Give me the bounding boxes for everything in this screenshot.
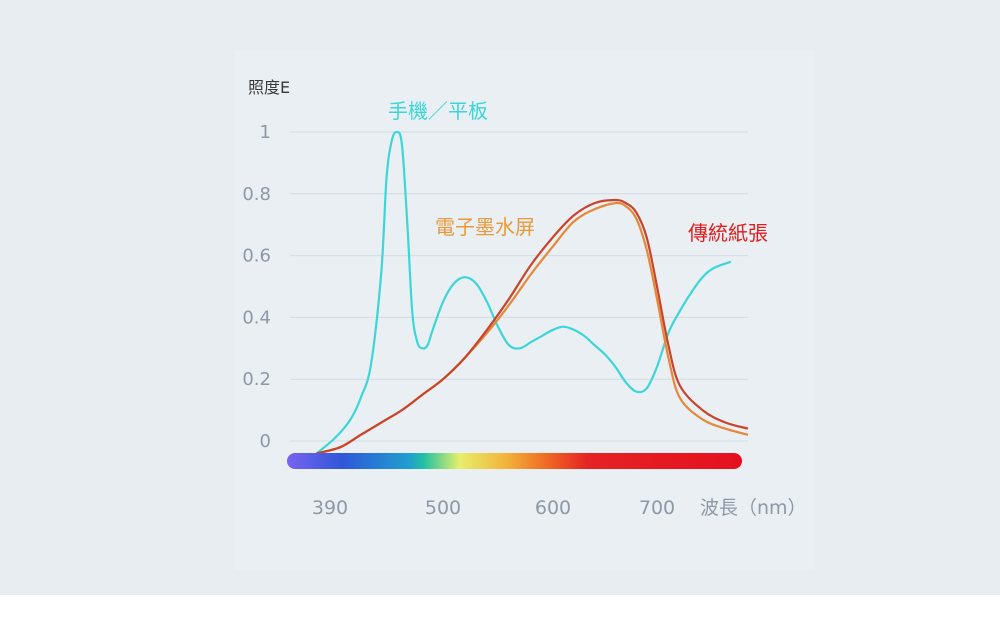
- x-tick-label: 500: [425, 497, 461, 519]
- y-axis-ticks: 0 0.2 0.4 0.6 0.8 1: [242, 122, 271, 452]
- x-axis-ticks: 390 500 600 700: [312, 497, 675, 519]
- y-tick-label: 1: [260, 122, 271, 143]
- series-line-paper: [316, 198, 749, 455]
- y-tick-label: 0.2: [242, 369, 271, 390]
- x-axis-label: 波長（nm）: [700, 497, 807, 519]
- chart-panel: 0 0.2 0.4 0.6 0.8 1 照度E 390 500 600 700 波長（nm） 手…: [0, 0, 1000, 595]
- spectrum-chart: 0 0.2 0.4 0.6 0.8 1 照度E 390 500 600 700 波長（nm） 手…: [242, 78, 807, 519]
- y-tick-label: 0.6: [242, 246, 271, 267]
- y-tick-label: 0: [260, 431, 271, 452]
- spectrum-bar: [287, 453, 742, 469]
- series-label-phone: 手機／平板: [388, 99, 488, 123]
- y-tick-label: 0.4: [242, 307, 271, 328]
- series-line-eink: [316, 201, 749, 455]
- x-tick-label: 390: [312, 497, 348, 519]
- y-axis-label: 照度E: [248, 78, 290, 97]
- y-tick-label: 0.8: [242, 184, 271, 205]
- chart-card: [235, 50, 815, 570]
- series-line-phone: [315, 130, 732, 455]
- grid-lines: [290, 131, 748, 442]
- series-label-paper: 傳統紙張: [688, 221, 768, 245]
- x-tick-label: 600: [535, 497, 571, 519]
- series-label-eink: 電子墨水屏: [435, 215, 535, 239]
- series-lines: [315, 130, 749, 455]
- x-tick-label: 700: [639, 497, 675, 519]
